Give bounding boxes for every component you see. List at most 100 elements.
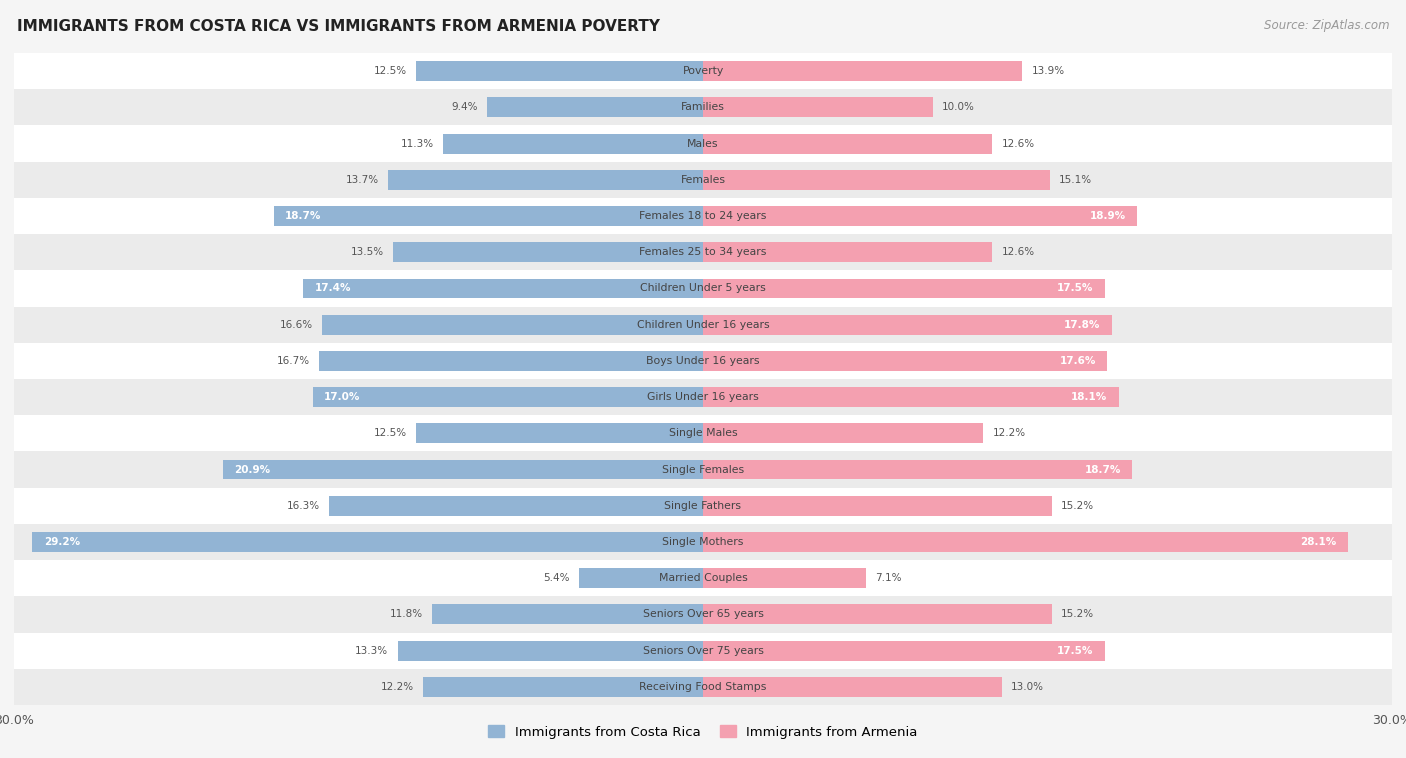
Bar [703,351,1107,371]
Text: 17.5%: 17.5% [1057,646,1094,656]
Text: 28.1%: 28.1% [1301,537,1337,547]
Text: Seniors Over 65 years: Seniors Over 65 years [643,609,763,619]
Text: 18.7%: 18.7% [285,211,322,221]
Bar [14,198,1392,234]
Bar [703,243,993,262]
Text: 11.3%: 11.3% [401,139,434,149]
Bar [703,568,866,588]
Text: Seniors Over 75 years: Seniors Over 75 years [643,646,763,656]
Bar [274,206,703,226]
Bar [319,351,703,371]
Bar [14,415,1392,452]
Text: 15.2%: 15.2% [1062,501,1094,511]
Text: 15.2%: 15.2% [1062,609,1094,619]
Text: Females 25 to 34 years: Females 25 to 34 years [640,247,766,257]
Text: Girls Under 16 years: Girls Under 16 years [647,392,759,402]
Bar [703,170,1050,190]
Text: 16.6%: 16.6% [280,320,312,330]
Text: Males: Males [688,139,718,149]
Text: 13.7%: 13.7% [346,175,380,185]
Bar [14,452,1392,487]
Text: Boys Under 16 years: Boys Under 16 years [647,356,759,366]
Bar [14,161,1392,198]
Bar [32,532,703,552]
Text: IMMIGRANTS FROM COSTA RICA VS IMMIGRANTS FROM ARMENIA POVERTY: IMMIGRANTS FROM COSTA RICA VS IMMIGRANTS… [17,19,659,34]
Bar [703,604,1052,625]
Bar [14,343,1392,379]
Text: Single Males: Single Males [669,428,737,438]
Bar [443,133,703,154]
Bar [703,496,1052,515]
Text: 15.1%: 15.1% [1059,175,1092,185]
Text: Females 18 to 24 years: Females 18 to 24 years [640,211,766,221]
Bar [14,89,1392,126]
Text: Single Fathers: Single Fathers [665,501,741,511]
Text: 13.9%: 13.9% [1032,66,1064,76]
Text: Single Mothers: Single Mothers [662,537,744,547]
Text: 17.4%: 17.4% [315,283,352,293]
Bar [14,306,1392,343]
Text: 17.0%: 17.0% [323,392,360,402]
Text: 30.0%: 30.0% [1372,714,1406,727]
Text: Source: ZipAtlas.com: Source: ZipAtlas.com [1264,19,1389,32]
Bar [703,532,1348,552]
Text: 13.0%: 13.0% [1011,682,1043,692]
Text: 29.2%: 29.2% [44,537,80,547]
Text: 11.8%: 11.8% [389,609,423,619]
Bar [486,98,703,117]
Bar [703,641,1105,660]
Bar [703,98,932,117]
Text: 13.5%: 13.5% [350,247,384,257]
Text: 12.2%: 12.2% [993,428,1025,438]
Text: 12.6%: 12.6% [1001,247,1035,257]
Text: Females: Females [681,175,725,185]
Bar [432,604,703,625]
Bar [423,677,703,697]
Text: 30.0%: 30.0% [0,714,34,727]
Bar [398,641,703,660]
Bar [703,278,1105,299]
Bar [416,61,703,81]
Text: Single Females: Single Females [662,465,744,475]
Legend: Immigrants from Costa Rica, Immigrants from Armenia: Immigrants from Costa Rica, Immigrants f… [482,720,924,744]
Text: 9.4%: 9.4% [451,102,478,112]
Text: 17.5%: 17.5% [1057,283,1094,293]
Bar [703,315,1112,334]
Text: 12.5%: 12.5% [374,66,406,76]
Bar [304,278,703,299]
Bar [703,387,1119,407]
Bar [14,234,1392,271]
Text: Poverty: Poverty [682,66,724,76]
Bar [329,496,703,515]
Bar [703,459,1132,480]
Bar [14,53,1392,89]
Bar [224,459,703,480]
Text: Children Under 16 years: Children Under 16 years [637,320,769,330]
Bar [14,632,1392,669]
Bar [14,669,1392,705]
Text: 7.1%: 7.1% [875,573,901,583]
Text: Receiving Food Stamps: Receiving Food Stamps [640,682,766,692]
Bar [14,524,1392,560]
Text: 5.4%: 5.4% [543,573,569,583]
Bar [14,379,1392,415]
Bar [703,206,1137,226]
Bar [392,243,703,262]
Bar [579,568,703,588]
Bar [14,597,1392,632]
Text: 12.6%: 12.6% [1001,139,1035,149]
Bar [388,170,703,190]
Text: 16.7%: 16.7% [277,356,311,366]
Bar [322,315,703,334]
Bar [14,487,1392,524]
Text: Children Under 5 years: Children Under 5 years [640,283,766,293]
Bar [14,271,1392,306]
Bar [703,61,1022,81]
Text: 20.9%: 20.9% [235,465,270,475]
Text: 17.6%: 17.6% [1059,356,1095,366]
Bar [703,424,983,443]
Bar [703,677,1001,697]
Bar [703,133,993,154]
Bar [312,387,703,407]
Text: 17.8%: 17.8% [1064,320,1101,330]
